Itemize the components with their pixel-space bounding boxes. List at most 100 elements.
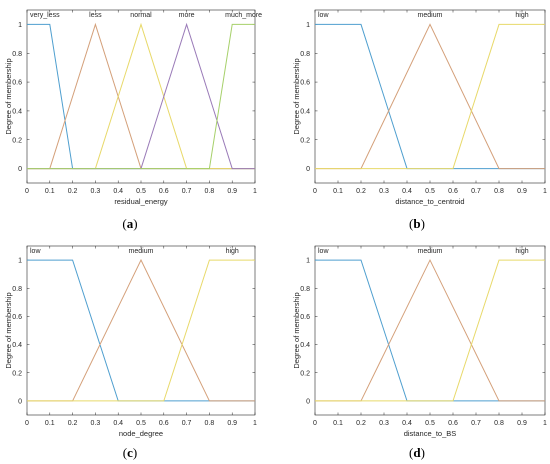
y-tick-label: 1 [18,22,22,29]
x-tick-label: 0.3 [91,188,101,195]
x-tick-label: 0 [313,420,317,427]
y-tick-label: 0 [306,166,310,173]
x-tick-label: 0.3 [379,420,389,427]
mf-label-low: low [318,12,329,19]
series-line-high [27,259,255,402]
y-axis-label: Degree of membership [292,292,301,368]
y-tick-label: 0.8 [12,51,22,58]
mf-label-very-less: very_less [30,12,60,19]
x-tick-label: 0.9 [227,420,237,427]
x-tick-label: 0.8 [494,188,504,195]
series-line-high [315,23,545,170]
series-line-medium [315,258,545,402]
y-tick-label: 0.8 [300,51,310,58]
x-axis-label: residual_energy [114,197,168,206]
x-tick-label: 0.8 [205,420,215,427]
x-tick-label: 1 [253,420,257,427]
y-tick-label: 1 [306,258,310,265]
x-tick-label: 0.7 [471,188,481,195]
series-line-high [315,259,545,402]
x-tick-label: 1 [253,188,257,195]
plot-frame [314,245,546,416]
caption-b: (b) [409,216,425,231]
x-tick-label: 0.2 [356,188,366,195]
x-tick-label: 0.7 [182,420,192,427]
chart-node-degree: 0 0.1 0.2 0.3 0.4 0.5 0.6 0.7 0.8 0.9 1 0 0.2 0.4 0.6 0… [4,245,257,438]
mf-label-less: less [89,12,102,19]
y-tick-label: 0.2 [12,370,22,377]
series-line-medium [27,258,255,402]
y-tick-label: 0 [306,398,310,405]
x-tick-label: 0.6 [448,420,458,427]
y-tick-label: 0.2 [300,137,310,144]
x-tick-label: 1 [543,420,547,427]
series-line-low [27,259,255,402]
mf-label-low: low [30,248,41,255]
y-tick-label: 0.6 [300,314,310,321]
y-tick-label: 0.4 [300,108,310,115]
x-tick-label: 0 [25,420,29,427]
series-line-medium [315,23,545,170]
chart-distance-to-bs: 0 0.1 0.2 0.3 0.4 0.5 0.6 0.7 0.8 0.9 1 0 0.2 0.4 0.6 0… [292,245,547,438]
chart-distance-to-centroid: 0 0.1 0.2 0.3 0.4 0.5 0.6 0.7 0.8 0.9 1 0 0.2 0.4 0.6 0… [292,9,547,206]
caption-d: (d) [409,445,425,460]
x-tick-label: 0.2 [68,188,78,195]
y-tick-label: 0.6 [12,80,22,87]
mf-label-high: high [515,248,528,255]
mf-label-low: low [318,248,329,255]
y-tick-label: 1 [18,258,22,265]
mf-label-more: more [179,12,195,19]
mf-label-medium: medium [418,248,443,255]
y-tick-label: 0.4 [300,342,310,349]
x-tick-label: 0.3 [379,188,389,195]
x-tick-label: 0.6 [448,188,458,195]
x-tick-label: 0.5 [425,420,435,427]
x-tick-label: 0.8 [494,420,504,427]
x-tick-label: 0.4 [402,188,412,195]
caption-a: (a) [122,216,138,231]
y-tick-label: 0.8 [300,286,310,293]
x-tick-label: 0.9 [517,420,527,427]
x-tick-label: 0 [313,188,317,195]
x-tick-label: 0 [25,188,29,195]
y-tick-label: 1 [306,22,310,29]
plot-frame [314,9,546,184]
mf-label-much-more: much_more [225,12,262,19]
x-axis-label: distance_to_centroid [395,197,464,206]
y-tick-label: 0.2 [300,370,310,377]
caption-c: (c) [122,445,138,460]
x-tick-label: 0.4 [402,420,412,427]
x-axis-label: distance_to_BS [404,429,457,438]
y-axis-label: Degree of membership [292,58,301,134]
series-line-much-more [27,23,255,170]
x-tick-label: 0.7 [471,420,481,427]
y-tick-label: 0.4 [12,108,22,115]
x-tick-label: 0.5 [425,188,435,195]
y-tick-label: 0.2 [12,137,22,144]
x-tick-label: 0.9 [227,188,237,195]
series-line-low [315,23,545,170]
y-axis-label: Degree of membership [4,292,13,368]
x-tick-label: 0.4 [113,420,123,427]
x-tick-label: 0.6 [159,420,169,427]
y-tick-label: 0.4 [12,342,22,349]
x-tick-label: 0.5 [136,188,146,195]
mf-label-high: high [515,12,528,19]
mf-label-normal: normal [130,12,152,19]
x-tick-label: 0.5 [136,420,146,427]
x-tick-label: 0.1 [45,188,55,195]
x-tick-label: 0.2 [356,420,366,427]
chart-residual-energy: 0 0.1 0.2 0.3 0.4 0.5 0.6 0.7 0.8 0.9 1 0 0.2 0.4 0.6 0… [4,9,262,206]
x-tick-label: 0.1 [45,420,55,427]
x-tick-label: 0.4 [113,188,123,195]
x-tick-label: 0.6 [159,188,169,195]
y-tick-label: 0 [18,166,22,173]
x-tick-label: 0.7 [182,188,192,195]
x-tick-label: 0.9 [517,188,527,195]
plot-frame [26,245,256,416]
x-tick-label: 0.2 [68,420,78,427]
x-tick-label: 1 [543,188,547,195]
y-tick-label: 0.6 [12,314,22,321]
x-tick-label: 0.1 [333,420,343,427]
series-line-low [315,259,545,402]
